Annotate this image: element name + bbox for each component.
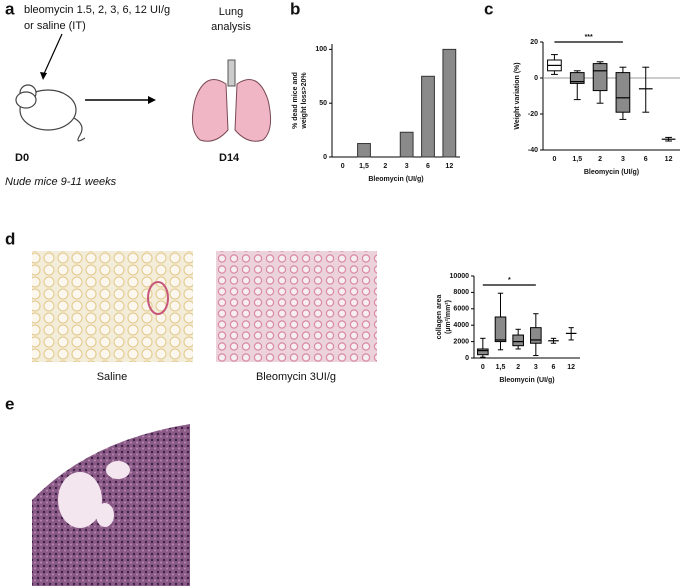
- box: [477, 348, 489, 356]
- y-tick-label: 20: [530, 39, 538, 46]
- x-tick-label: 3: [621, 156, 625, 163]
- x-tick-label: 2: [516, 364, 520, 371]
- vessel: [147, 281, 169, 315]
- day-label: D14: [219, 152, 240, 164]
- y-axis-label: % dead mice and: [292, 72, 299, 129]
- x-tick-label: 3: [534, 364, 538, 371]
- micrograph: [32, 251, 193, 362]
- y-axis-label: Weight variation (%): [514, 62, 521, 129]
- significance-label: ***: [585, 34, 593, 41]
- airspace: [106, 461, 130, 479]
- x-axis-label: Bleomycin (UI/g): [584, 169, 639, 176]
- box: [592, 63, 608, 92]
- x-tick-label: 0: [341, 163, 345, 170]
- micrograph: [216, 251, 377, 362]
- panel-label: b: [290, 0, 300, 18]
- y-tick-label: -40: [528, 147, 538, 154]
- y-tick-label: 50: [319, 100, 327, 107]
- arrow: [42, 33, 63, 77]
- airspace: [96, 503, 114, 527]
- treatment: bleomycin 1.5, 2, 3, 6, 12 UI/g: [24, 4, 170, 16]
- bar: [399, 131, 414, 158]
- mice-label: Nude mice 9-11 weeks: [5, 176, 117, 188]
- y-tick-label: -20: [528, 111, 538, 118]
- arrow-head: [40, 72, 47, 80]
- y-tick-label: 8000: [453, 289, 469, 296]
- x-tick-label: 0: [552, 156, 556, 163]
- x-tick-label: 2: [598, 156, 602, 163]
- x-tick-label: 0: [481, 364, 485, 371]
- x-tick-label: 6: [426, 163, 430, 170]
- x-tick-label: 1,5: [496, 364, 506, 371]
- bar: [421, 75, 435, 158]
- day-label: D0: [15, 152, 29, 164]
- x-tick-label: 3: [405, 163, 409, 170]
- y-tick-label: 6000: [453, 306, 469, 313]
- x-tick-label: 12: [665, 156, 673, 163]
- arrow-head: [148, 96, 156, 104]
- x-tick-label: 6: [644, 156, 648, 163]
- readout: Lung: [219, 6, 243, 18]
- lungs: [191, 59, 272, 142]
- panel-label: e: [5, 394, 14, 413]
- x-tick-label: 12: [445, 163, 453, 170]
- panel-label: c: [484, 0, 493, 18]
- y-tick-label: 0: [323, 154, 327, 161]
- x-tick-label: 12: [567, 364, 575, 371]
- y-tick-label: 2000: [453, 338, 469, 345]
- micrograph: [32, 424, 190, 586]
- bar: [442, 48, 457, 158]
- panel-label: d: [5, 229, 15, 248]
- x-tick-label: 1,5: [359, 163, 369, 170]
- y-tick-label: 0: [465, 355, 469, 362]
- y-tick-label: 10000: [450, 273, 470, 280]
- y-axis-label: (µm²/mm²): [445, 300, 452, 334]
- panel-d-images: Saline Bleomycin 3UI/g: [32, 251, 377, 383]
- panel-e-image: [32, 424, 190, 586]
- box: [615, 72, 631, 113]
- box: [512, 334, 524, 347]
- panel-label: a: [5, 0, 15, 18]
- x-axis-label: Bleomycin (UI/g): [499, 377, 554, 384]
- y-axis-label: collagen area: [436, 295, 443, 340]
- airspace: [58, 472, 102, 528]
- y-tick-label: 4000: [453, 322, 469, 329]
- y-tick-label: 0: [534, 75, 538, 82]
- box: [569, 72, 585, 84]
- box: [530, 327, 542, 344]
- y-axis-label: weight loss>20%: [301, 72, 308, 130]
- caption: Bleomycin 3UI/g: [256, 371, 336, 383]
- x-tick-label: 6: [552, 364, 556, 371]
- panel-labels: a b c d e: [5, 0, 493, 413]
- x-axis-label: Bleomycin (UI/g): [368, 176, 423, 183]
- caption: Saline: [97, 371, 128, 383]
- box: [494, 316, 507, 343]
- bar: [357, 143, 371, 158]
- x-tick-label: 1,5: [572, 156, 582, 163]
- treatment: or saline (IT): [24, 20, 86, 32]
- mouse: [15, 84, 86, 142]
- y-tick-label: 100: [315, 46, 327, 53]
- significance-label: *: [508, 277, 511, 284]
- panel-a: bleomycin 1.5, 2, 3, 6, 12 UI/g or salin…: [5, 4, 272, 188]
- x-tick-label: 2: [383, 163, 387, 170]
- readout: analysis: [211, 21, 251, 33]
